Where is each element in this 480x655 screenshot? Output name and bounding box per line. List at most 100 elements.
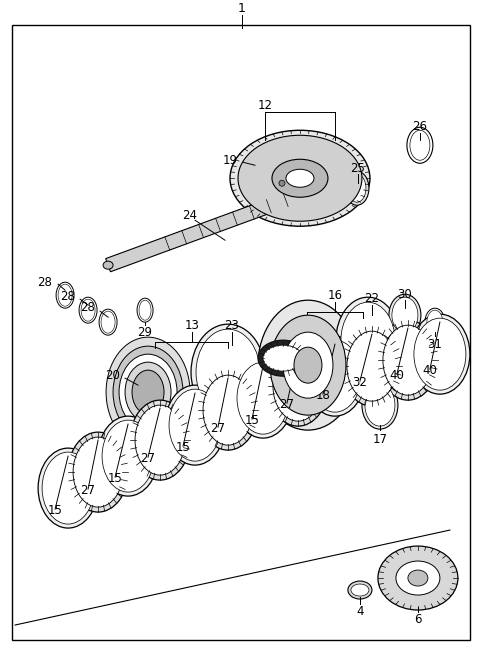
Ellipse shape: [56, 282, 74, 309]
Ellipse shape: [139, 300, 151, 320]
Ellipse shape: [38, 448, 98, 528]
Ellipse shape: [230, 130, 370, 226]
Ellipse shape: [165, 385, 225, 465]
Ellipse shape: [365, 384, 395, 426]
Text: 29: 29: [138, 326, 153, 339]
Text: 27: 27: [211, 422, 226, 435]
Text: 27: 27: [279, 398, 294, 411]
Ellipse shape: [283, 332, 333, 398]
Text: 21: 21: [267, 342, 282, 354]
Ellipse shape: [294, 347, 322, 383]
Ellipse shape: [103, 261, 113, 269]
Ellipse shape: [425, 309, 445, 336]
Ellipse shape: [270, 315, 346, 415]
Text: 15: 15: [48, 504, 62, 517]
Ellipse shape: [130, 400, 190, 480]
Ellipse shape: [392, 297, 418, 333]
Ellipse shape: [273, 351, 323, 421]
Text: 23: 23: [225, 319, 240, 331]
Ellipse shape: [119, 354, 177, 430]
Ellipse shape: [410, 314, 470, 394]
Text: 18: 18: [315, 388, 330, 402]
Ellipse shape: [279, 180, 285, 186]
Ellipse shape: [42, 452, 94, 524]
Text: 16: 16: [327, 289, 342, 302]
Ellipse shape: [378, 546, 458, 610]
Text: 28: 28: [80, 301, 95, 314]
Text: 4: 4: [356, 605, 364, 618]
Ellipse shape: [98, 416, 158, 496]
Ellipse shape: [389, 294, 421, 336]
Ellipse shape: [351, 584, 369, 596]
Text: 17: 17: [372, 433, 387, 446]
Ellipse shape: [137, 298, 153, 322]
Ellipse shape: [268, 346, 328, 426]
Ellipse shape: [237, 362, 289, 434]
Text: 22: 22: [364, 291, 379, 305]
Polygon shape: [106, 172, 348, 272]
Ellipse shape: [378, 320, 438, 400]
Ellipse shape: [347, 331, 397, 401]
Ellipse shape: [73, 437, 123, 507]
Ellipse shape: [427, 310, 443, 334]
Text: 6: 6: [414, 613, 421, 626]
Text: 40: 40: [389, 369, 404, 382]
Ellipse shape: [203, 375, 253, 445]
Ellipse shape: [169, 389, 221, 461]
Ellipse shape: [410, 130, 430, 160]
Text: 15: 15: [244, 413, 259, 426]
Text: 24: 24: [182, 209, 198, 222]
Text: 27: 27: [141, 451, 156, 464]
Ellipse shape: [58, 284, 72, 306]
Ellipse shape: [132, 370, 164, 414]
Text: 19: 19: [223, 154, 238, 167]
Ellipse shape: [309, 340, 361, 412]
Text: 1: 1: [238, 2, 246, 15]
Text: 15: 15: [176, 441, 191, 454]
Ellipse shape: [263, 345, 303, 371]
Text: 20: 20: [105, 369, 120, 382]
Ellipse shape: [272, 159, 328, 197]
Ellipse shape: [233, 358, 293, 438]
Ellipse shape: [81, 299, 95, 321]
Text: 28: 28: [37, 276, 52, 289]
Ellipse shape: [106, 337, 190, 447]
Text: 28: 28: [60, 290, 75, 303]
Ellipse shape: [191, 324, 265, 420]
Ellipse shape: [258, 300, 358, 430]
Ellipse shape: [383, 325, 433, 395]
Text: 31: 31: [428, 338, 443, 351]
Text: 26: 26: [412, 120, 427, 133]
Text: 15: 15: [108, 472, 122, 485]
Ellipse shape: [102, 420, 154, 492]
Text: 12: 12: [257, 99, 273, 112]
Ellipse shape: [79, 297, 97, 323]
Ellipse shape: [258, 340, 308, 376]
Ellipse shape: [238, 136, 362, 221]
Ellipse shape: [135, 405, 185, 475]
Ellipse shape: [196, 329, 260, 415]
Ellipse shape: [68, 432, 128, 512]
Ellipse shape: [341, 302, 395, 378]
Ellipse shape: [345, 171, 369, 205]
Ellipse shape: [198, 370, 258, 450]
Ellipse shape: [286, 169, 314, 187]
Ellipse shape: [407, 127, 433, 163]
Ellipse shape: [336, 297, 400, 383]
Text: 14: 14: [276, 378, 290, 391]
Ellipse shape: [396, 561, 440, 595]
Ellipse shape: [113, 346, 183, 438]
Text: 40: 40: [422, 364, 437, 377]
Text: 30: 30: [397, 288, 412, 301]
Ellipse shape: [348, 174, 366, 202]
Ellipse shape: [342, 326, 402, 406]
Ellipse shape: [348, 581, 372, 599]
Ellipse shape: [362, 381, 398, 429]
Ellipse shape: [99, 309, 117, 335]
Ellipse shape: [101, 311, 115, 333]
Text: 32: 32: [352, 375, 367, 388]
Text: 25: 25: [350, 162, 365, 175]
Ellipse shape: [305, 336, 365, 416]
Text: 27: 27: [81, 483, 96, 496]
Text: 13: 13: [185, 319, 200, 331]
